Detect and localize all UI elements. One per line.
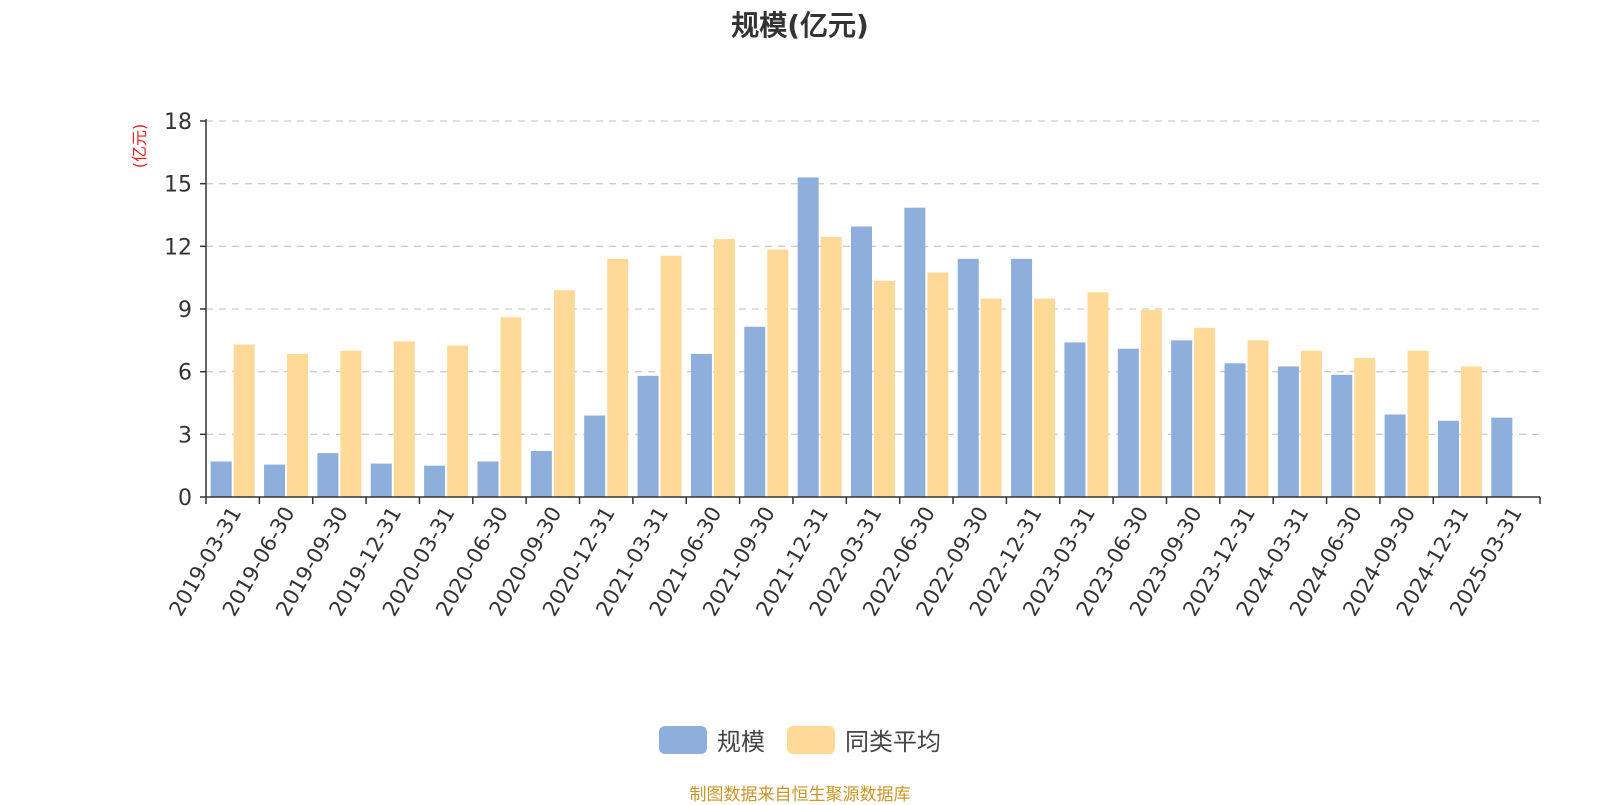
bar-category-average: [927, 272, 949, 497]
legend: 规模 同类平均: [0, 722, 1600, 757]
legend-label-scale: 规模: [717, 728, 765, 756]
bar-scale: [637, 375, 659, 497]
bar-category-average: [1087, 292, 1109, 497]
bar-scale: [424, 465, 446, 497]
bar-scale: [1331, 374, 1353, 497]
bar-category-average: [607, 258, 629, 497]
bar-category-average: [1247, 340, 1269, 497]
bar-category-average: [713, 239, 735, 497]
bar-category-average: [233, 344, 255, 497]
bar-category-average: [393, 341, 415, 497]
bar-category-average: [1140, 310, 1162, 497]
legend-swatch-scale: [659, 725, 707, 754]
bar-scale: [1011, 258, 1033, 497]
bar-category-average: [553, 290, 575, 497]
bar-scale: [210, 461, 232, 497]
y-tick-label: 0: [178, 486, 192, 511]
y-tick-label: 15: [164, 173, 192, 198]
bar-category-average: [447, 345, 469, 497]
bar-scale: [264, 464, 286, 497]
bar-category-average: [660, 255, 682, 497]
gridlines: [206, 120, 1540, 435]
y-tick-label: 3: [178, 423, 192, 448]
bar-scale: [797, 177, 819, 497]
bar-category-average: [1407, 350, 1429, 497]
bar-category-average: [1300, 350, 1322, 497]
y-tick-label: 6: [178, 361, 192, 386]
bar-scale: [1171, 340, 1193, 497]
bar-scale: [477, 461, 499, 497]
bar-category-average: [287, 353, 309, 497]
y-axis-label: (亿元): [130, 124, 149, 169]
bar-category-average: [1354, 358, 1376, 497]
bar-category-average: [767, 249, 789, 497]
bar-category-average: [980, 298, 1002, 497]
bar-scale: [904, 207, 926, 497]
y-tick-label: 9: [178, 298, 192, 323]
bar-scale: [317, 453, 339, 497]
bar-category-average: [1194, 327, 1216, 497]
legend-swatch-category-average: [787, 725, 835, 754]
bar-category-average: [1460, 366, 1482, 497]
data-source-note: 制图数据来自恒生聚源数据库: [689, 785, 911, 805]
bar-scale: [530, 451, 552, 497]
bar-scale: [744, 326, 766, 497]
bar-scale: [851, 226, 872, 497]
y-tick-label: 12: [164, 235, 192, 260]
bar-scale: [370, 463, 392, 497]
legend-item-scale[interactable]: 规模: [659, 722, 765, 757]
bar-scale: [1437, 420, 1459, 497]
chart-title: 规模(亿元): [731, 9, 869, 42]
bar-scale: [1384, 414, 1406, 497]
bar-scale: [1277, 366, 1299, 497]
bar-category-average: [820, 236, 842, 497]
bar-scale: [1117, 348, 1139, 497]
legend-label-category-average: 同类平均: [845, 728, 941, 756]
bar-category-average: [874, 280, 895, 497]
bar-scale: [1491, 417, 1513, 497]
y-tick-label: 18: [164, 110, 192, 135]
bar-scale: [957, 258, 979, 497]
legend-item-category-average[interactable]: 同类平均: [787, 722, 941, 757]
bar-scale: [1224, 363, 1246, 497]
bar-category-average: [1034, 298, 1056, 497]
bar-scale: [584, 415, 606, 497]
bars: [210, 177, 1513, 497]
bar-scale: [1064, 342, 1086, 497]
bar-category-average: [500, 317, 522, 497]
bar-scale: [690, 353, 712, 497]
bar-category-average: [340, 350, 362, 497]
